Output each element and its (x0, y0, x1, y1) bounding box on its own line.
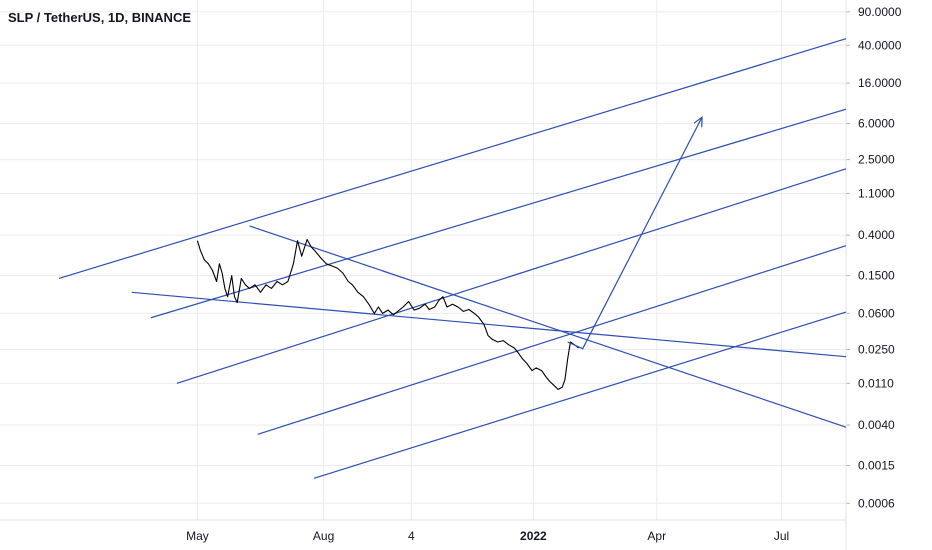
x-tick-label: Apr (647, 529, 666, 543)
y-axis: 90.0000 40.0000 16.0000 6.0000 2.5000 1.1000 0… (846, 5, 902, 510)
x-tick-label: Jul (774, 529, 789, 543)
x-tick-label: May (186, 529, 209, 543)
y-tick-label: 2.5000 (858, 153, 895, 167)
trendlines[interactable] (58, 38, 847, 479)
y-tick-label: 0.0110 (858, 376, 894, 390)
x-tick-label: 2022 (520, 529, 547, 543)
trendline[interactable] (249, 225, 847, 428)
trendline[interactable] (313, 311, 847, 479)
x-axis: May Aug 4 2022 Apr Jul (186, 529, 789, 543)
projection[interactable] (567, 115, 703, 350)
price-line (196, 238, 579, 390)
trendline[interactable] (58, 38, 847, 280)
x-tick-label: Aug (313, 529, 334, 543)
y-tick-label: 40.0000 (858, 38, 902, 52)
y-tick-label: 0.0250 (858, 342, 895, 356)
grid (0, 0, 846, 520)
y-tick-label: 0.0006 (858, 496, 895, 510)
y-tick-label: 0.0015 (858, 459, 895, 473)
trendline[interactable] (176, 168, 847, 384)
y-tick-label: 0.0040 (858, 418, 895, 432)
y-tick-label: 16.0000 (858, 76, 902, 90)
y-tick-label: 0.0600 (858, 306, 895, 320)
y-tick-label: 6.0000 (858, 117, 895, 131)
trendline[interactable] (131, 291, 847, 358)
projection-arrowhead (693, 115, 703, 128)
y-tick-label: 0.1500 (858, 269, 895, 283)
x-tick-label: 4 (408, 529, 415, 543)
projection-path[interactable] (567, 116, 703, 350)
trendline[interactable] (150, 108, 847, 319)
trendline[interactable] (257, 245, 847, 435)
y-tick-label: 0.4000 (858, 228, 895, 242)
y-tick-label: 90.0000 (858, 5, 902, 19)
y-tick-label: 1.1000 (858, 186, 895, 200)
price-series (196, 238, 579, 390)
chart-title: SLP / TetherUS, 1D, BINANCE (8, 10, 191, 25)
